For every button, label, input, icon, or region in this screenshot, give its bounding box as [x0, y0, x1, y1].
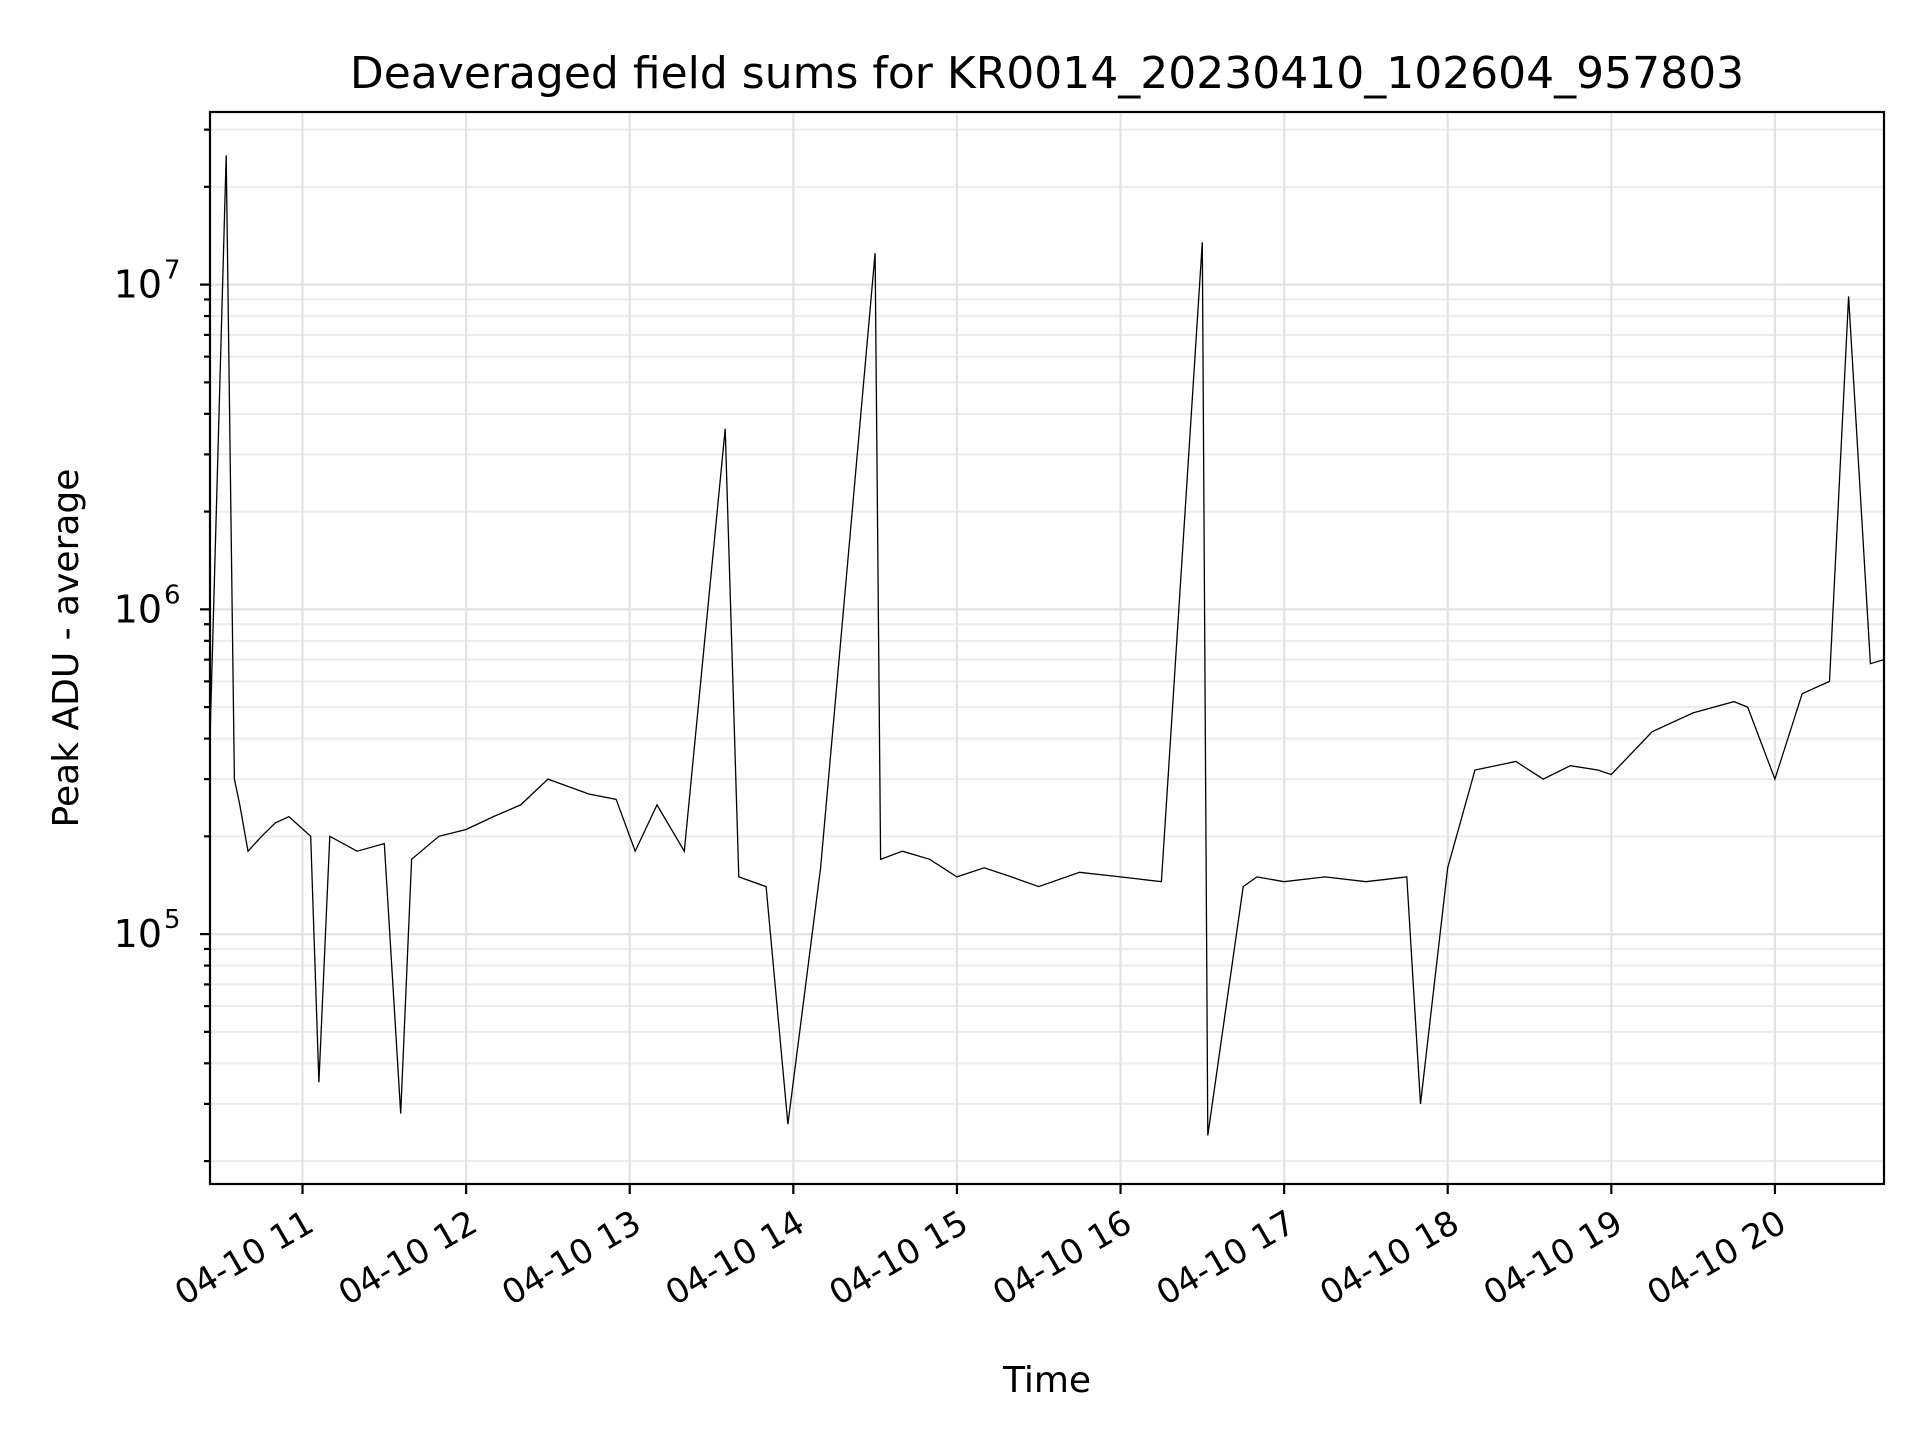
x-tick-label: 04-10 20	[1641, 1203, 1793, 1314]
y-axis-label: Peak ADU - average	[46, 469, 87, 828]
y-tick-label: 10	[114, 587, 162, 631]
x-tick-label: 04-10 16	[986, 1203, 1138, 1314]
x-tick-label: 04-10 19	[1477, 1203, 1629, 1314]
series-line-0	[210, 155, 1884, 1136]
y-tick-label: 10	[114, 912, 162, 956]
x-axis-label: Time	[1002, 1360, 1091, 1401]
x-tick-label: 04-10 18	[1313, 1203, 1465, 1314]
x-tick-label: 04-10 15	[823, 1203, 975, 1314]
x-tick-label: 04-10 13	[495, 1203, 647, 1314]
x-tick-label: 04-10 12	[332, 1203, 484, 1314]
y-tick-label: 10	[114, 263, 162, 307]
x-tick-label: 04-10 17	[1150, 1203, 1302, 1314]
x-tick-label: 04-10 14	[659, 1203, 811, 1314]
y-tick-exponent: 6	[164, 580, 181, 610]
chart-title: Deaveraged field sums for KR0014_2023041…	[350, 48, 1744, 99]
series-layer	[210, 155, 1884, 1136]
y-tick-exponent: 5	[164, 905, 181, 935]
y-tick-exponent: 7	[164, 256, 181, 286]
x-tick-label: 04-10 11	[168, 1203, 320, 1314]
plot-frame	[208, 110, 1886, 1186]
grid	[210, 112, 1884, 1184]
x-axis: 04-10 11 04-10 12 04-10 13 04-10 14 04-10 15…	[168, 1184, 1793, 1314]
